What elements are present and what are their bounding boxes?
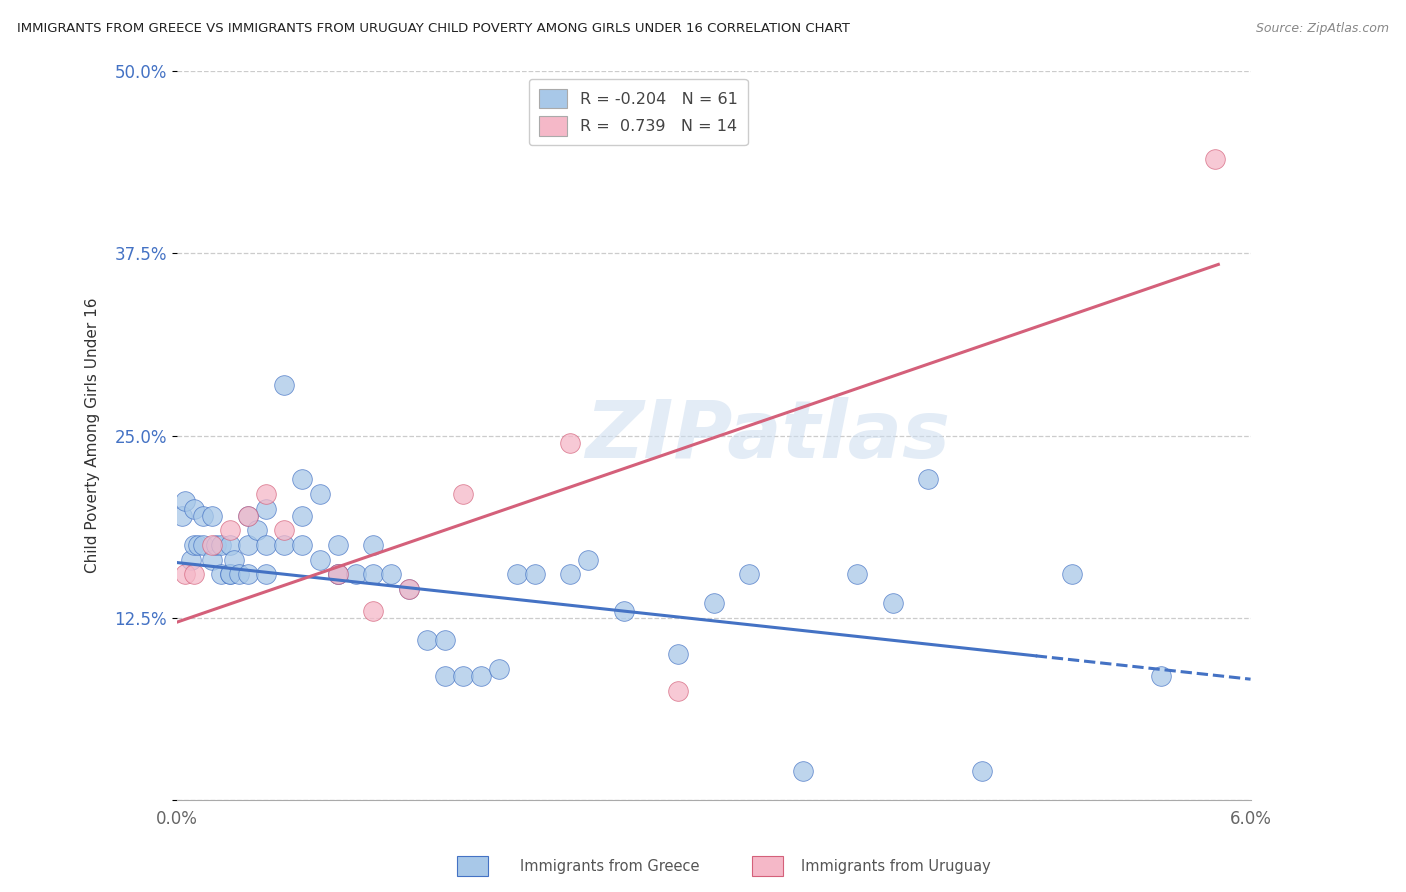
Point (291, 508, 314, 523)
Point (222, 552, 245, 566)
Point (187, 538, 209, 552)
Point (523, 567, 546, 582)
Point (236, 508, 259, 523)
Point (254, 567, 277, 582)
Point (183, 501, 205, 516)
Point (702, 596, 724, 610)
Point (666, 648, 689, 662)
Point (183, 538, 205, 552)
Point (882, 596, 904, 610)
Point (291, 538, 314, 552)
Point (209, 538, 232, 552)
Point (505, 567, 527, 582)
Point (273, 377, 295, 392)
Point (666, 683, 689, 698)
Point (236, 508, 259, 523)
Point (254, 538, 277, 552)
Point (326, 567, 349, 582)
Point (845, 567, 868, 582)
Text: Immigrants from Uruguay: Immigrants from Uruguay (801, 859, 991, 874)
Point (174, 567, 197, 582)
Text: Source: ZipAtlas.com: Source: ZipAtlas.com (1256, 22, 1389, 36)
Point (291, 472, 314, 486)
Point (254, 487, 277, 501)
Point (451, 487, 474, 501)
Point (380, 567, 402, 582)
Point (308, 487, 330, 501)
Point (434, 632, 457, 647)
Point (170, 508, 193, 523)
Point (236, 538, 259, 552)
Point (201, 508, 224, 523)
Point (201, 538, 224, 552)
Point (228, 567, 250, 582)
Point (219, 524, 242, 538)
Point (246, 524, 269, 538)
Point (970, 764, 993, 778)
Point (792, 764, 814, 778)
Point (560, 436, 582, 450)
Point (219, 538, 242, 552)
Text: IMMIGRANTS FROM GREECE VS IMMIGRANTS FROM URUGUAY CHILD POVERTY AMONG GIRLS UNDE: IMMIGRANTS FROM GREECE VS IMMIGRANTS FRO… (17, 22, 849, 36)
Point (236, 567, 259, 582)
Point (363, 538, 385, 552)
Point (560, 567, 582, 582)
Point (254, 501, 277, 516)
Point (434, 669, 457, 683)
Point (613, 604, 636, 618)
Point (488, 662, 510, 676)
Y-axis label: Child Poverty Among Girls Under 16: Child Poverty Among Girls Under 16 (86, 298, 100, 574)
Point (193, 508, 215, 523)
Point (398, 582, 420, 596)
Point (205, 538, 228, 552)
Point (326, 538, 349, 552)
Legend: R = -0.204   N = 61, R =  0.739   N = 14: R = -0.204 N = 61, R = 0.739 N = 14 (529, 79, 748, 145)
Point (451, 669, 474, 683)
Point (1150, 669, 1173, 683)
Point (219, 567, 242, 582)
Point (326, 567, 349, 582)
Point (273, 538, 295, 552)
Point (1204, 152, 1226, 166)
Point (344, 567, 367, 582)
Point (183, 567, 205, 582)
Point (273, 524, 295, 538)
Point (1060, 567, 1083, 582)
Point (193, 538, 215, 552)
Point (398, 582, 420, 596)
Point (180, 552, 202, 566)
Point (209, 567, 232, 582)
Point (363, 604, 385, 618)
Point (738, 567, 761, 582)
Point (326, 567, 349, 582)
Point (174, 494, 197, 508)
Point (917, 472, 939, 486)
Point (308, 552, 330, 566)
Point (416, 632, 439, 647)
Text: Immigrants from Greece: Immigrants from Greece (520, 859, 700, 874)
Point (201, 552, 224, 566)
Text: ZIPatlas: ZIPatlas (585, 397, 949, 475)
Point (363, 567, 385, 582)
Point (219, 567, 242, 582)
Point (576, 552, 599, 566)
Point (470, 669, 492, 683)
